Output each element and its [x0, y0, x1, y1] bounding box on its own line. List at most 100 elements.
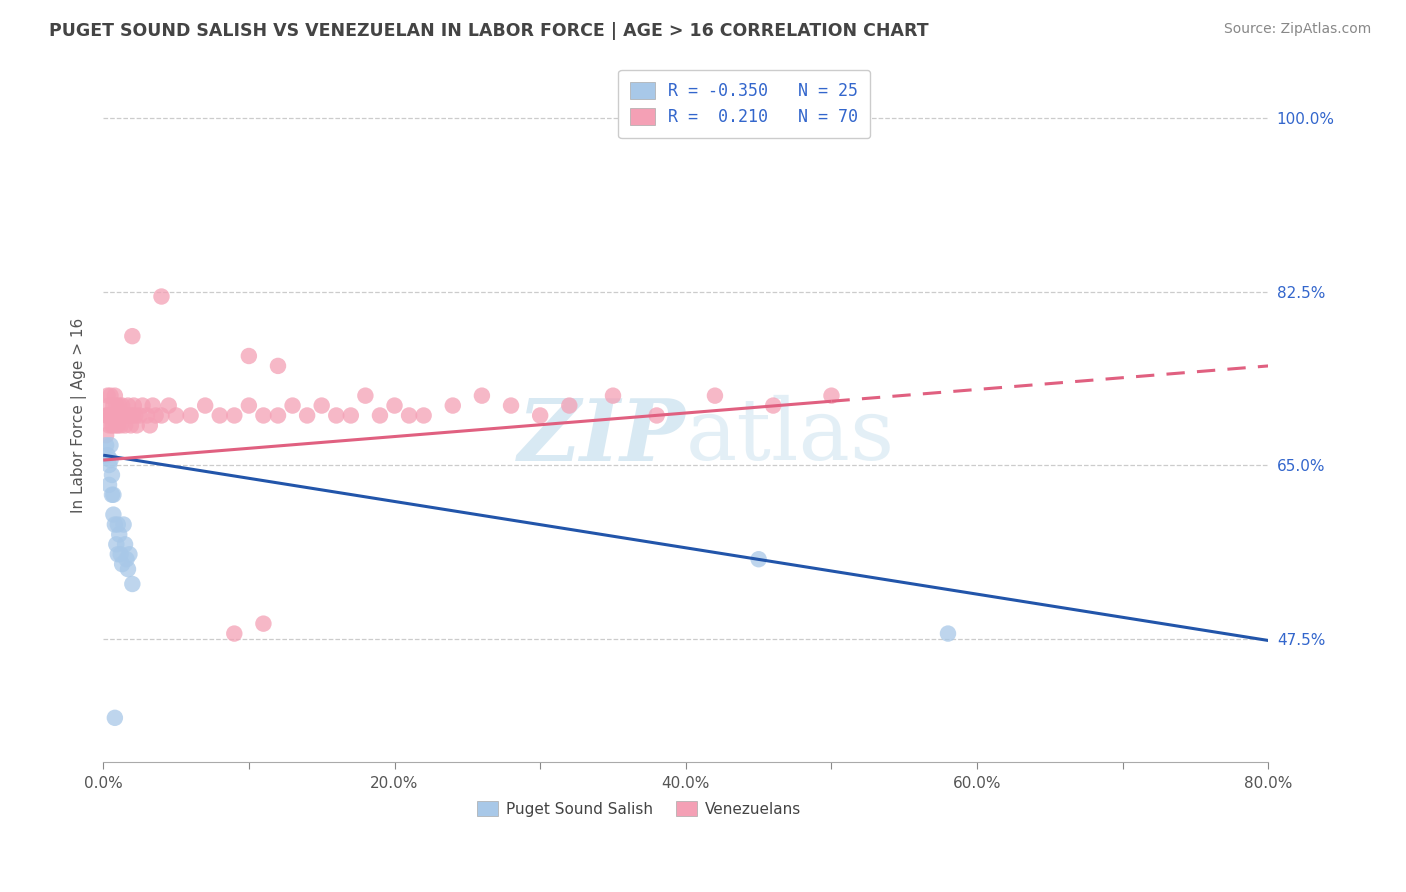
Point: [238, 349, 260, 363]
Point: [103, 418, 125, 433]
Point: [340, 409, 363, 423]
Text: Source: ZipAtlas.com: Source: ZipAtlas.com: [1223, 22, 1371, 37]
Point: [97, 448, 120, 462]
Point: [135, 409, 157, 423]
Point: [101, 488, 124, 502]
Point: [936, 626, 959, 640]
Point: [117, 399, 139, 413]
Point: [252, 616, 274, 631]
Point: [238, 399, 260, 413]
Point: [94, 409, 117, 423]
Point: [94, 428, 117, 442]
Point: [121, 329, 143, 343]
Point: [165, 409, 187, 423]
Point: [121, 409, 143, 423]
Point: [114, 418, 136, 433]
Point: [398, 409, 420, 423]
Point: [107, 517, 129, 532]
Point: [103, 488, 125, 502]
Point: [101, 418, 124, 433]
Point: [112, 409, 135, 423]
Point: [104, 517, 127, 532]
Point: [110, 418, 132, 433]
Point: [145, 409, 167, 423]
Point: [111, 557, 134, 571]
Point: [139, 418, 162, 433]
Point: [103, 508, 125, 522]
Point: [100, 453, 122, 467]
Point: [100, 438, 122, 452]
Point: [125, 418, 148, 433]
Point: [105, 537, 128, 551]
Point: [412, 409, 434, 423]
Point: [111, 399, 134, 413]
Point: [115, 552, 138, 566]
Point: [118, 409, 141, 423]
Point: [115, 409, 138, 423]
Point: [281, 399, 304, 413]
Y-axis label: In Labor Force | Age > 16: In Labor Force | Age > 16: [72, 318, 87, 513]
Point: [142, 399, 165, 413]
Point: [103, 399, 125, 413]
Point: [368, 409, 391, 423]
Point: [224, 409, 246, 423]
Point: [762, 399, 785, 413]
Point: [100, 389, 122, 403]
Point: [112, 517, 135, 532]
Point: [110, 547, 132, 561]
Point: [98, 458, 121, 472]
Point: [471, 389, 494, 403]
Point: [108, 409, 131, 423]
Point: [94, 438, 117, 452]
Point: [107, 409, 129, 423]
Text: PUGET SOUND SALISH VS VENEZUELAN IN LABOR FORCE | AGE > 16 CORRELATION CHART: PUGET SOUND SALISH VS VENEZUELAN IN LABO…: [49, 22, 929, 40]
Point: [558, 399, 581, 413]
Point: [105, 418, 128, 433]
Point: [645, 409, 668, 423]
Point: [180, 409, 202, 423]
Point: [157, 399, 180, 413]
Point: [267, 409, 290, 423]
Point: [131, 399, 153, 413]
Point: [325, 409, 347, 423]
Point: [97, 409, 120, 423]
Point: [354, 389, 377, 403]
Point: [122, 399, 145, 413]
Point: [104, 409, 127, 423]
Point: [267, 359, 290, 373]
Point: [208, 409, 231, 423]
Point: [118, 547, 141, 561]
Point: [108, 527, 131, 541]
Point: [110, 409, 132, 423]
Point: [98, 399, 121, 413]
Point: [703, 389, 725, 403]
Point: [97, 389, 120, 403]
Text: ZIP: ZIP: [517, 394, 686, 478]
Point: [100, 409, 122, 423]
Point: [111, 409, 134, 423]
Point: [101, 467, 124, 482]
Point: [104, 389, 127, 403]
Point: [105, 399, 128, 413]
Point: [108, 399, 131, 413]
Point: [748, 552, 770, 566]
Point: [311, 399, 333, 413]
Point: [150, 409, 173, 423]
Point: [117, 562, 139, 576]
Point: [124, 409, 146, 423]
Point: [529, 409, 551, 423]
Point: [224, 626, 246, 640]
Point: [150, 289, 173, 303]
Point: [101, 409, 124, 423]
Point: [252, 409, 274, 423]
Point: [121, 577, 143, 591]
Legend: Puget Sound Salish, Venezuelans: Puget Sound Salish, Venezuelans: [470, 793, 808, 824]
Point: [384, 399, 406, 413]
Point: [104, 711, 127, 725]
Point: [499, 399, 522, 413]
Text: atlas: atlas: [686, 394, 896, 478]
Point: [120, 418, 142, 433]
Point: [194, 399, 217, 413]
Point: [602, 389, 624, 403]
Point: [107, 547, 129, 561]
